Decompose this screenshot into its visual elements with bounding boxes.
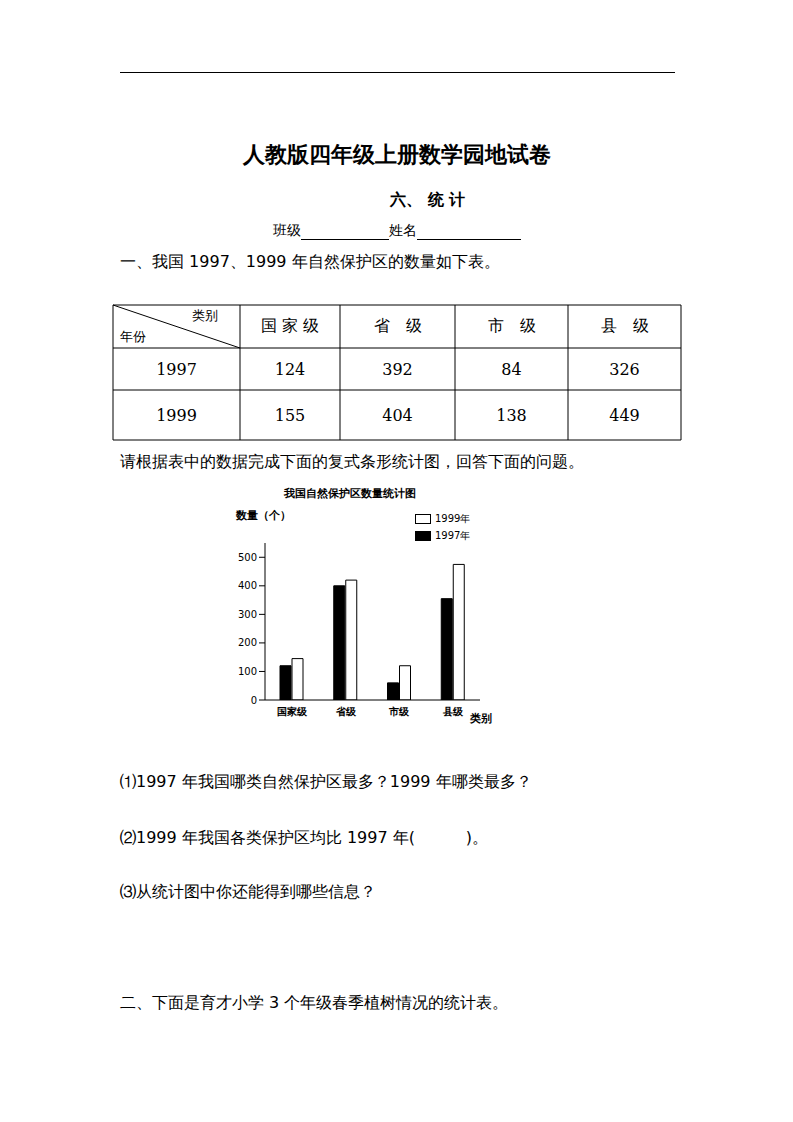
html-text:124: 124 (274, 359, 306, 379)
svg-text:0: 0 (251, 695, 257, 706)
html-text:326: 326 (609, 359, 640, 379)
html-text:1999: 1999 (156, 405, 197, 425)
html-text:国 家 级: 国 家 级 (260, 316, 320, 335)
html-text:1997年: 1997年 (435, 529, 471, 541)
html-text:1997: 1997 (156, 359, 197, 379)
html-text:392: 392 (382, 359, 413, 379)
svg-text:200: 200 (238, 637, 257, 648)
html-text:类别: 类别 (192, 308, 218, 323)
html-text:姓名: 姓名 (389, 222, 417, 238)
html-text:我国自然保护区数量统计图: 我国自然保护区数量统计图 (284, 487, 416, 500)
html-text:138: 138 (496, 405, 527, 425)
html-text:1999年: 1999年 (435, 512, 471, 524)
html-text:年份: 年份 (120, 329, 146, 344)
html-text:六、 统 计: 六、 统 计 (390, 190, 466, 209)
svg-text:400: 400 (238, 580, 257, 591)
html-text:⑵1999 年我国各类保护区均比 1997 年( )。: ⑵1999 年我国各类保护区均比 1997 年( )。 (120, 828, 488, 847)
html-text:⑶从统计图中你还能得到哪些信息？: ⑶从统计图中你还能得到哪些信息？ (120, 882, 376, 901)
html-text:449: 449 (609, 405, 640, 425)
svg-text:县级: 县级 (442, 706, 464, 717)
svg-text:100: 100 (238, 666, 257, 677)
html-text:人教版四年级上册数学园地试卷: 人教版四年级上册数学园地试卷 (242, 142, 551, 167)
html-text:县 级: 县 级 (600, 316, 649, 335)
svg-text:国家级: 国家级 (277, 706, 308, 717)
html-text:省 级: 省 级 (373, 316, 422, 335)
html-text:数量（个）: 数量（个） (236, 509, 291, 522)
svg-text:省级: 省级 (335, 706, 357, 717)
html-text:类别: 类别 (470, 712, 492, 725)
html-text:404: 404 (382, 405, 413, 425)
html-text:请根据表中的数据完成下面的复式条形统计图，回答下面的问题。: 请根据表中的数据完成下面的复式条形统计图，回答下面的问题。 (120, 452, 584, 471)
html-text:市 级: 市 级 (487, 316, 536, 335)
svg-text:300: 300 (238, 609, 257, 620)
html-text:二、下面是育才小学 3 个年级春季植树情况的统计表。: 二、下面是育才小学 3 个年级春季植树情况的统计表。 (120, 993, 509, 1012)
svg-text:500: 500 (238, 552, 257, 563)
html-text:班级: 班级 (273, 222, 301, 238)
svg-text:市级: 市级 (388, 706, 410, 717)
html-text:⑴1997 年我国哪类自然保护区最多？1999 年哪类最多？: ⑴1997 年我国哪类自然保护区最多？1999 年哪类最多？ (120, 772, 532, 791)
html-text:一、我国 1997、1999 年自然保护区的数量如下表。: 一、我国 1997、1999 年自然保护区的数量如下表。 (120, 252, 500, 271)
html-text:84: 84 (501, 359, 522, 379)
html-text:155: 155 (274, 405, 306, 425)
